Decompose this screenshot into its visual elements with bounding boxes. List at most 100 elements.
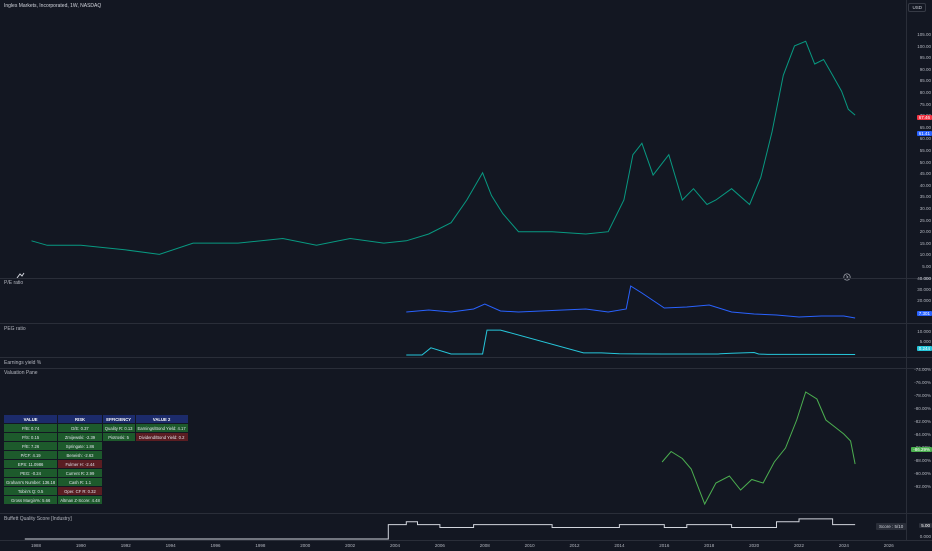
pe-tick-label: 30.000	[917, 287, 931, 292]
time-tick-label: 2008	[480, 543, 490, 548]
time-tick-label: 2016	[659, 543, 669, 548]
table-cell	[135, 487, 188, 496]
time-tick-label: 2012	[570, 543, 580, 548]
valuation-tick-label: -88.00%	[914, 458, 931, 463]
earnings-yield-label: Earnings yield %	[4, 360, 41, 366]
price-axis[interactable]: 105.00100.0095.0090.0085.0080.0075.0070.…	[906, 0, 932, 540]
price-tick-label: 25.00	[920, 218, 931, 223]
peg-tick-label: 10.000	[917, 329, 931, 334]
price-chart[interactable]	[0, 0, 906, 278]
price-tick-label: 30.00	[920, 206, 931, 211]
pe-tick-label: 20.000	[917, 298, 931, 303]
table-cell	[135, 496, 188, 505]
time-tick-label: 2000	[300, 543, 310, 548]
pe-current-tag: 7.301	[917, 311, 932, 316]
price-tick-label: 10.00	[920, 252, 931, 257]
time-tick-label: 2002	[345, 543, 355, 548]
table-cell: Piotroski: 5	[102, 433, 135, 442]
time-tick-label: 1990	[76, 543, 86, 548]
table-cell	[135, 442, 188, 451]
table-cell	[135, 478, 188, 487]
peg-current-tag: 0.244	[917, 346, 932, 351]
time-tick-label: 1988	[31, 543, 41, 548]
score-badge: Score : 5/10	[876, 523, 906, 530]
time-tick-label: 2018	[704, 543, 714, 548]
price-tick-label: 65.00	[920, 125, 931, 130]
time-tick-label: 1998	[255, 543, 265, 548]
table-cell	[102, 442, 135, 451]
price-tick-label: 75.00	[920, 102, 931, 107]
table-cell	[102, 487, 135, 496]
table-cell: Tobin's Q: 0.5	[4, 487, 58, 496]
table-header-cell: RISK	[58, 415, 103, 424]
buffett-current-tag: 5.00	[919, 523, 932, 528]
table-cell: P/E: 7.26	[4, 442, 58, 451]
valuation-tick-label: -78.00%	[914, 393, 931, 398]
price-tick-label: 100.00	[917, 44, 931, 49]
last-price-tag: 67.46	[917, 115, 932, 120]
table-cell: EPS: 11.0986	[4, 460, 58, 469]
table-header-cell: EFFICIENCY	[102, 415, 135, 424]
valuation-tick-label: -84.00%	[914, 432, 931, 437]
tradingview-logo-icon[interactable]	[16, 267, 25, 276]
price-tick-label: 105.00	[917, 32, 931, 37]
buffett-score-chart[interactable]	[0, 514, 906, 540]
time-tick-label: 2010	[525, 543, 535, 548]
valuation-tick-label: -74.00%	[914, 367, 931, 372]
buffett-score-line	[25, 519, 855, 539]
price-tick-label: 15.00	[920, 241, 931, 246]
time-tick-label: 1992	[121, 543, 131, 548]
peg-series-line	[406, 330, 855, 355]
goto-realtime-icon[interactable]	[843, 268, 851, 276]
table-cell	[102, 460, 135, 469]
table-cell	[102, 496, 135, 505]
time-tick-label: 2014	[614, 543, 624, 548]
price-tick-label: 20.00	[920, 229, 931, 234]
table-cell	[102, 478, 135, 487]
price-tick-label: 85.00	[920, 78, 931, 83]
time-tick-label: 2026	[884, 543, 894, 548]
table-cell: Zmijewski: -2.39	[58, 433, 103, 442]
price-tick-label: 40.00	[920, 183, 931, 188]
table-cell	[135, 460, 188, 469]
price-tick-label: 90.00	[920, 67, 931, 72]
valuation-tick-label: -80.00%	[914, 406, 931, 411]
table-cell: Beneish: -2.63	[58, 451, 103, 460]
price-series-line	[32, 41, 856, 254]
table-cell	[135, 469, 188, 478]
pe-tick-label: 40.000	[917, 276, 931, 281]
time-tick-label: 2020	[749, 543, 759, 548]
price-tick-label: 50.00	[920, 160, 931, 165]
time-tick-label: 2024	[839, 543, 849, 548]
valuation-tick-label: -76.00%	[914, 380, 931, 385]
pe-ratio-chart[interactable]	[0, 279, 906, 323]
table-cell: Current R: 2.99	[58, 469, 103, 478]
table-header-cell: VALUE	[4, 415, 58, 424]
table-cell: P/CF: 4.19	[4, 451, 58, 460]
table-cell: Fulmer H: -2.44	[58, 460, 103, 469]
table-cell: Earnings/Bond Yield: 4.17	[135, 424, 188, 433]
peg-ratio-chart[interactable]	[0, 324, 906, 357]
price-tick-label: 35.00	[920, 194, 931, 199]
pe-series-line	[406, 286, 855, 318]
table-cell	[102, 451, 135, 460]
peg-tick-label: 5.000	[920, 339, 931, 344]
table-cell: Graham's Number: 136.18	[4, 478, 58, 487]
valuation-tick-label: -82.00%	[914, 419, 931, 424]
buffett-tick-label: 0.000	[920, 534, 931, 539]
time-tick-label: 2006	[435, 543, 445, 548]
valuation-tick-label: -92.00%	[914, 484, 931, 489]
table-cell: Quality R: 0.13	[102, 424, 135, 433]
table-cell: Cash R: 1.1	[58, 478, 103, 487]
price-tick-label: 60.00	[920, 136, 931, 141]
